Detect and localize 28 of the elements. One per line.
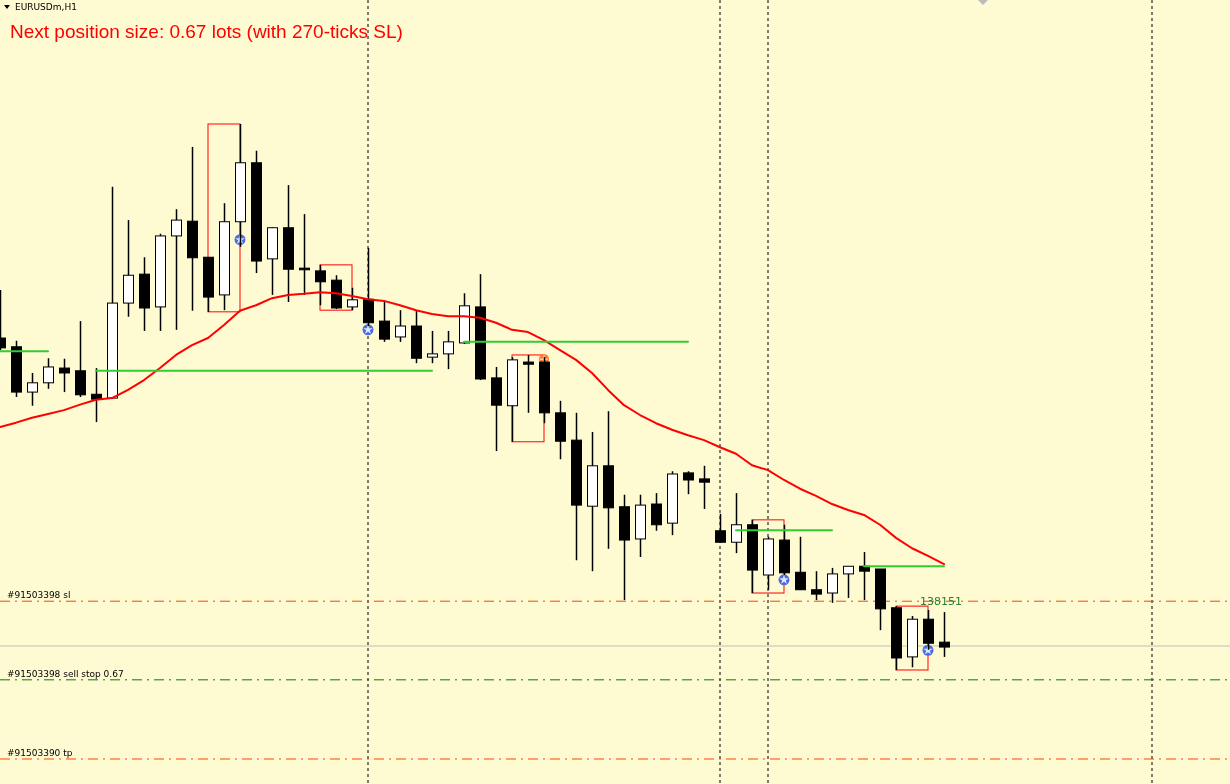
- candlestick: [699, 465, 710, 510]
- candlestick: [843, 565, 854, 599]
- candlestick: [523, 354, 534, 414]
- candlestick: [811, 570, 822, 601]
- candlestick: [731, 492, 742, 554]
- candlestick: [443, 330, 454, 370]
- candlestick: [379, 301, 390, 343]
- chart-title: Next position size: 0.67 lots (with 270-ticks SL): [10, 21, 403, 42]
- candlestick: [347, 287, 358, 311]
- candlestick: [795, 536, 806, 591]
- candlestick: [859, 551, 870, 601]
- candlestick: [939, 611, 950, 658]
- candlestick: [171, 208, 182, 331]
- candlestick: [43, 357, 54, 390]
- annotation: 138151: [920, 595, 962, 609]
- candlestick: [827, 567, 838, 604]
- candlestick: [299, 213, 310, 296]
- candlestick: [27, 372, 38, 407]
- candlestick: [59, 358, 70, 393]
- candlestick: [395, 309, 406, 343]
- ref-line-label: #91503398 sell stop 0.67: [7, 668, 124, 679]
- ref-line-label: #91503398 sl: [7, 590, 71, 601]
- ref-line-label: #91503390 tp: [7, 748, 73, 758]
- candlestick: [683, 470, 694, 495]
- candlestick: [315, 264, 326, 307]
- candlestick: [427, 330, 438, 364]
- candlestick: [651, 492, 662, 532]
- chart-subtitle: EURUSDm,H1: [15, 2, 77, 12]
